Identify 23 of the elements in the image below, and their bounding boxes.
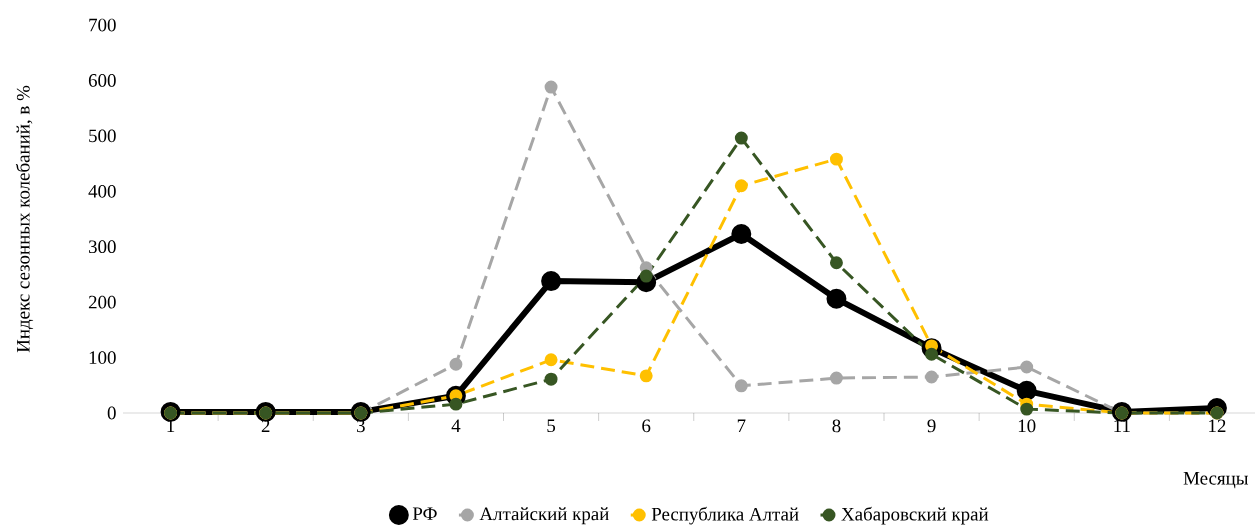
legend-label: Алтайский край bbox=[479, 507, 609, 525]
y-axis-title: Индекс сезонных колебаний, в % bbox=[15, 85, 34, 353]
y-tick-label: 100 bbox=[89, 351, 116, 364]
x-axis-title: Месяцы bbox=[1183, 472, 1249, 489]
y-tick-label: 500 bbox=[89, 129, 116, 143]
legend-label: РФ bbox=[412, 507, 437, 520]
x-tick-label: 10 bbox=[1018, 419, 1036, 433]
x-tick-label: 5 bbox=[547, 419, 556, 433]
legend-label: Хабаровский край bbox=[841, 506, 989, 525]
x-tick-label: 4 bbox=[451, 419, 461, 432]
x-tick-label: 11 bbox=[1114, 419, 1130, 433]
y-tick-label: 200 bbox=[88, 295, 116, 309]
legend-label: Республика Алтай bbox=[651, 506, 799, 525]
x-tick-label: 12 bbox=[1209, 419, 1226, 433]
y-tick-label: 300 bbox=[89, 240, 116, 254]
y-tick-label: 0 bbox=[107, 406, 116, 420]
y-tick-label: 400 bbox=[88, 184, 116, 198]
y-tick-label: 600 bbox=[88, 74, 116, 87]
x-tick-label: 9 bbox=[927, 419, 936, 433]
x-tick-label: 8 bbox=[832, 419, 841, 433]
x-tick-label: 6 bbox=[642, 419, 651, 433]
y-tick-label: 700 bbox=[89, 18, 116, 32]
x-tick-label: 7 bbox=[737, 419, 746, 432]
